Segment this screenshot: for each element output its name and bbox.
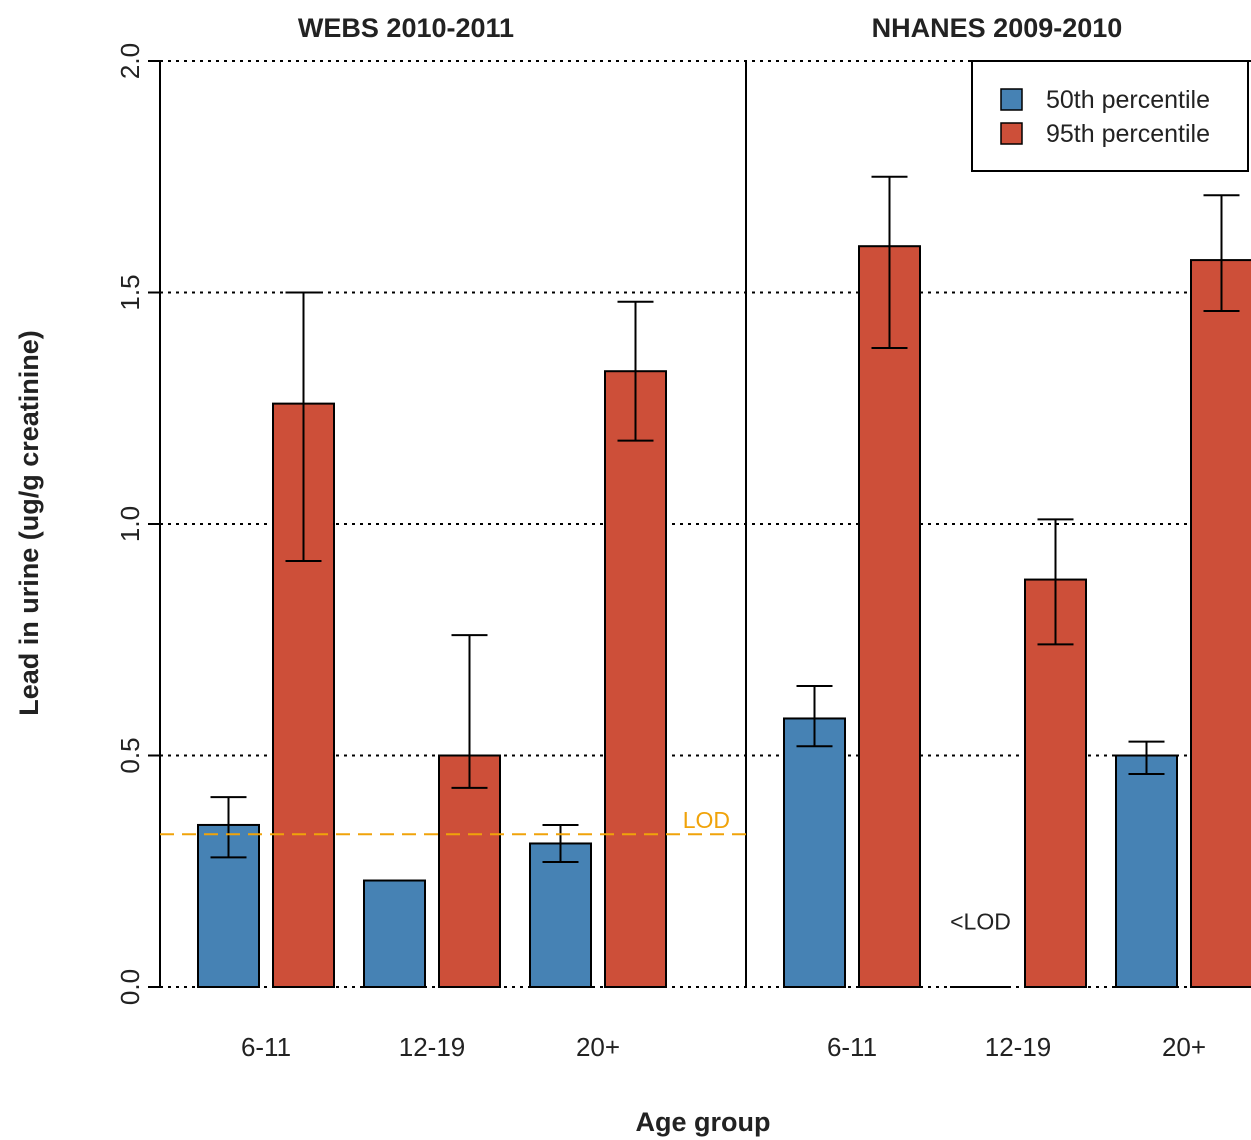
bar-1-0-0 bbox=[783, 717, 846, 989]
bar-1-2-1 bbox=[1190, 259, 1251, 988]
lod-annotation: <LOD bbox=[950, 908, 1011, 934]
bar-0-0-0 bbox=[197, 823, 260, 989]
bar-1-2-0 bbox=[1115, 754, 1178, 988]
error-bars bbox=[210, 175, 1240, 863]
bar-1-1-1 bbox=[1024, 578, 1087, 988]
bar-1-0-1 bbox=[858, 245, 921, 988]
y-axis-title: Lead in urine (ug/g creatinine) bbox=[14, 330, 44, 716]
bar-0-1-0 bbox=[363, 879, 426, 989]
labels: 0.0 0.5 1.0 1.5 2.0 6-11 12-19 20+ LOD 6-11 12-19 2… bbox=[115, 43, 1206, 1062]
bar-0-2-0 bbox=[529, 842, 592, 988]
bar-0-1-1 bbox=[438, 754, 501, 988]
legend-swatch-p95 bbox=[1000, 122, 1023, 145]
y-tick-label: 1.5 bbox=[115, 274, 145, 310]
x-tick-label: 6-11 bbox=[241, 1032, 291, 1062]
axes bbox=[148, 60, 747, 988]
y-tick-label: 0.0 bbox=[115, 969, 145, 1005]
x-tick-label: 6-11 bbox=[827, 1032, 877, 1062]
y-tick-label: 2.0 bbox=[115, 43, 145, 79]
x-axis-title: Age group bbox=[636, 1107, 771, 1137]
legend-label-p95: 95th percentile bbox=[1046, 120, 1210, 148]
y-tick-label: 1.0 bbox=[115, 506, 145, 542]
gridlines bbox=[160, 60, 1251, 988]
x-tick-label: 20+ bbox=[1162, 1032, 1206, 1062]
x-tick-label: 12-19 bbox=[399, 1032, 466, 1062]
legend-label-p50: 50th percentile bbox=[1046, 86, 1210, 114]
x-tick-label: 12-19 bbox=[985, 1032, 1052, 1062]
legend: 50th percentile 95th percentile bbox=[971, 60, 1249, 172]
panel-title-webs: WEBS 2010-2011 bbox=[298, 13, 514, 43]
legend-box bbox=[971, 60, 1249, 172]
lod-label: LOD bbox=[683, 807, 730, 833]
legend-swatch-p50 bbox=[1000, 88, 1023, 111]
y-tick-label: 0.5 bbox=[115, 737, 145, 773]
panel-title-nhanes: NHANES 2009-2010 bbox=[872, 13, 1123, 43]
x-tick-label: 20+ bbox=[576, 1032, 620, 1062]
bars bbox=[197, 245, 1251, 989]
bar-0-2-1 bbox=[604, 370, 667, 988]
